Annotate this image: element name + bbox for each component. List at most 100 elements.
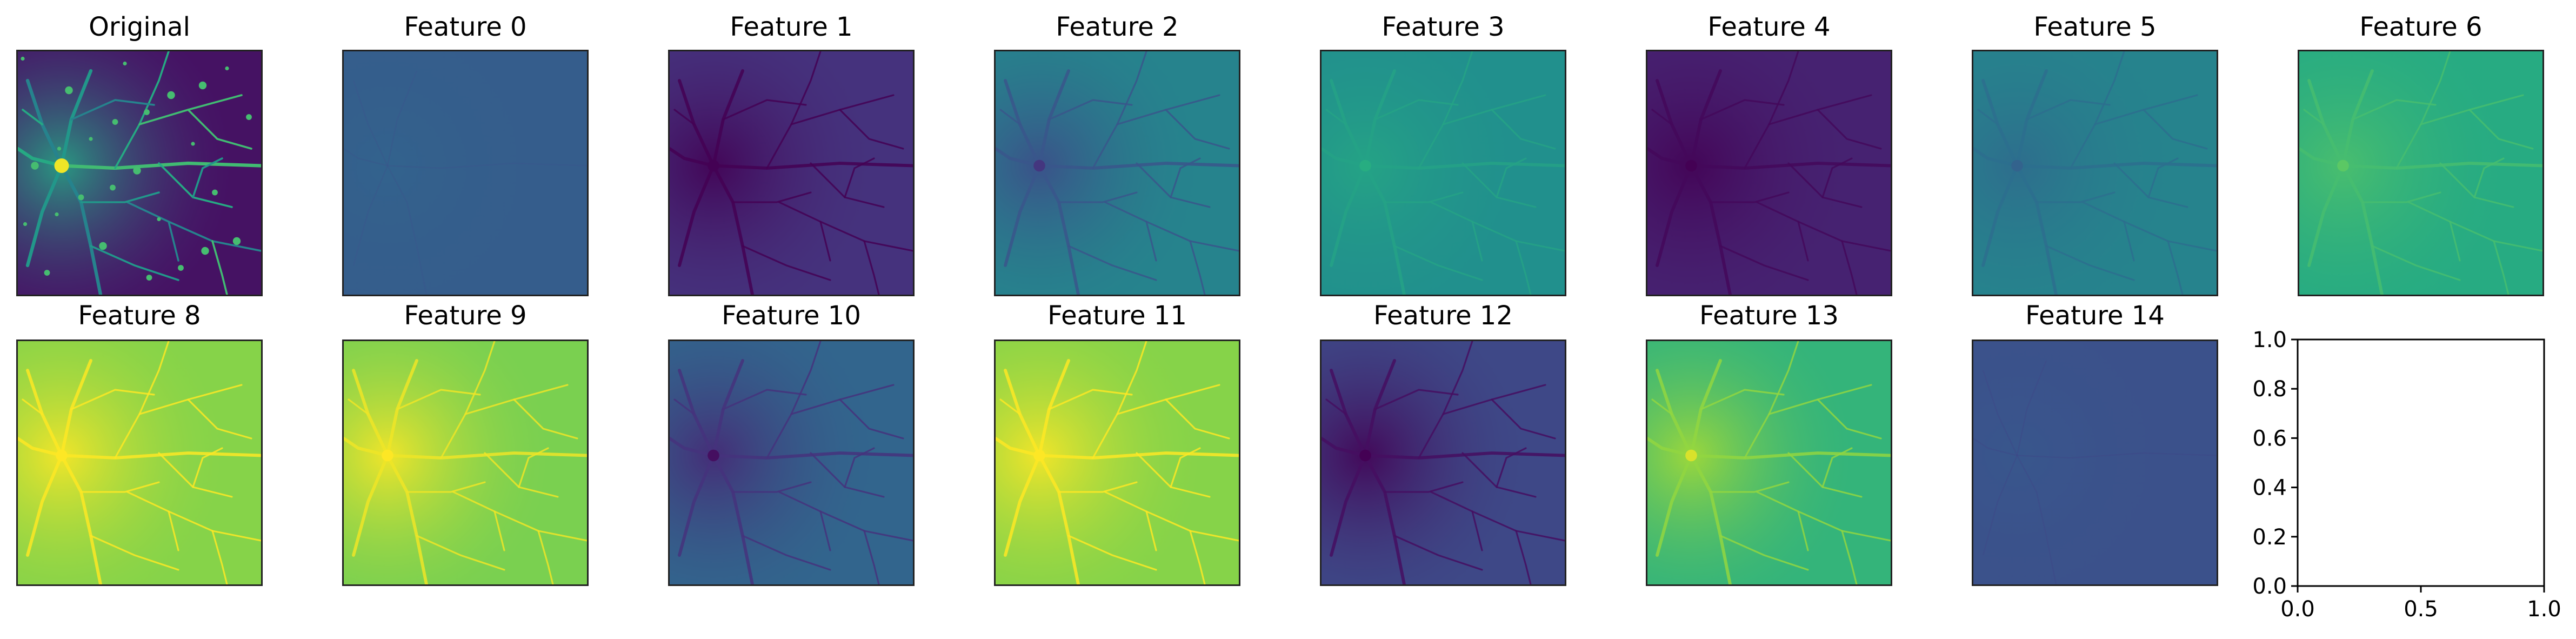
filament: [114, 51, 170, 169]
filament: [2352, 99, 2437, 121]
filament: [1092, 51, 1147, 169]
halo-dot: [178, 265, 184, 271]
filament: [1756, 491, 1891, 542]
filament: [1145, 221, 1157, 262]
filament: [1756, 201, 1891, 252]
feature-image: [994, 340, 1240, 586]
hub: [708, 159, 719, 172]
halo-dot: [123, 61, 127, 66]
panel-original: Original: [16, 12, 263, 296]
feature-image: [994, 50, 1240, 296]
filament: [2070, 51, 2125, 169]
filament: [1189, 240, 1206, 295]
filament: [387, 165, 428, 295]
filament: [2017, 455, 2057, 584]
filament: [26, 454, 63, 557]
filament: [1744, 51, 1799, 169]
halo-dot: [146, 275, 152, 281]
filament: [2493, 240, 2510, 295]
panel-title: Feature 3: [1382, 12, 1505, 42]
panel-title: Feature 12: [1373, 301, 1513, 331]
y-tick-label: 0.6: [2252, 426, 2287, 451]
filament: [114, 341, 170, 459]
filament: [2341, 162, 2542, 170]
filament: [1145, 510, 1157, 551]
filament: [2123, 221, 2135, 262]
halo-dot: [246, 114, 252, 120]
filament: [844, 157, 875, 198]
filament: [766, 341, 822, 459]
panel-feature-14: Feature 14: [1972, 301, 2218, 586]
filament: [1165, 109, 1230, 150]
filament: [59, 161, 261, 170]
filament: [1817, 398, 1882, 440]
filament: [766, 51, 822, 169]
filament: [839, 398, 904, 440]
filament: [2045, 245, 2135, 281]
filament: [1981, 164, 2019, 267]
filament: [722, 99, 807, 121]
hub: [1685, 449, 1697, 462]
filament: [1384, 481, 1464, 493]
filament: [1092, 341, 1147, 459]
filament: [440, 341, 496, 459]
halo-dot: [65, 86, 73, 95]
filament: [80, 191, 160, 203]
feature-image: [16, 340, 263, 586]
filament: [386, 451, 587, 460]
y-tick-label: 1.0: [2252, 328, 2287, 352]
halo-dot: [99, 242, 107, 250]
feature-image: [1646, 340, 1892, 586]
filament: [25, 164, 64, 268]
filament: [1690, 164, 1732, 295]
panel-title: Feature 5: [2033, 12, 2157, 42]
filament: [1700, 99, 1785, 121]
halo-dot: [232, 237, 241, 245]
filament: [1170, 157, 1201, 198]
filament: [1104, 201, 1239, 252]
halo-dot: [167, 91, 175, 99]
panel-title: Feature 13: [1699, 301, 1839, 331]
x-tick-label: 0.0: [2280, 597, 2315, 622]
filament: [192, 157, 223, 198]
filament: [2016, 162, 2217, 170]
filament: [1797, 510, 1809, 551]
filament: [126, 201, 261, 252]
filament: [712, 454, 754, 584]
panel-title: Feature 1: [730, 12, 853, 42]
filament: [2016, 164, 2058, 295]
filament: [2407, 201, 2542, 252]
y-tick-label: 0.8: [2252, 377, 2287, 402]
filament: [1841, 530, 1858, 584]
filament: [1393, 535, 1483, 571]
filament: [1982, 455, 2018, 556]
filament: [863, 530, 880, 584]
filament: [2299, 147, 2345, 168]
panel-feature-13: Feature 13: [1646, 301, 1892, 586]
panel-title: Feature 11: [1047, 301, 1187, 331]
filament: [70, 99, 155, 121]
feature-image: [1320, 340, 1566, 586]
halo-dot: [144, 109, 150, 115]
filament: [493, 510, 505, 551]
filament: [2016, 360, 2047, 456]
feature-image: [1972, 340, 2218, 586]
filament: [2449, 221, 2461, 262]
filament: [2307, 164, 2345, 267]
filament: [1325, 109, 1347, 125]
filament: [1700, 389, 1785, 410]
filament: [1364, 451, 1565, 460]
filament: [1471, 221, 1483, 262]
filament: [1384, 191, 1464, 203]
halo-dot: [78, 194, 84, 201]
filament: [1651, 109, 1673, 125]
filament: [778, 491, 913, 542]
halo-dot: [89, 137, 93, 141]
halo-dot: [157, 217, 161, 222]
hub: [1685, 159, 1697, 172]
feature-image: [1320, 50, 1566, 296]
filament: [670, 437, 715, 457]
filament: [2341, 164, 2384, 295]
filament: [348, 398, 369, 415]
panel-title: Feature 4: [1707, 12, 1831, 42]
